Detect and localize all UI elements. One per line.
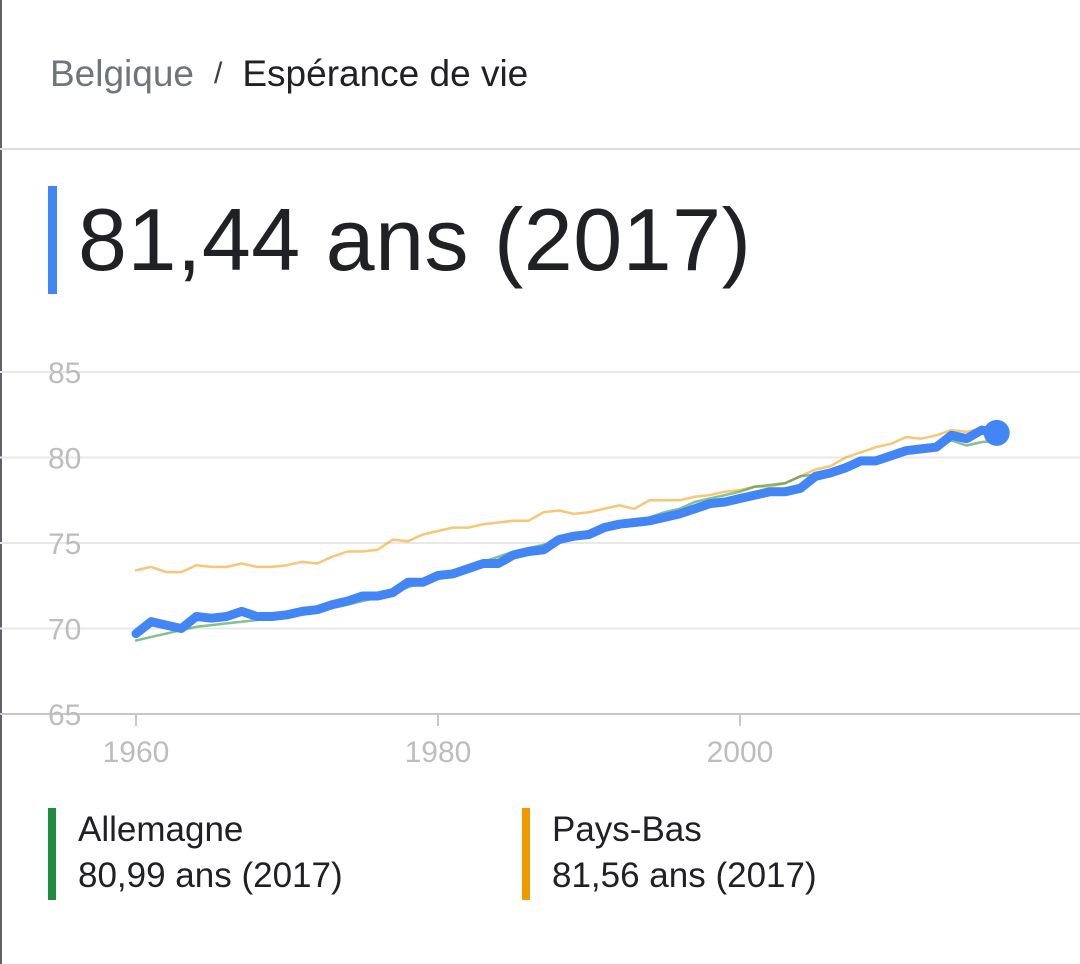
series-line-belgique (131, 425, 1002, 639)
y-tick-label-65: 65 (48, 699, 81, 732)
series-endpoint-belgique[interactable] (983, 419, 1010, 446)
y-tick-label-75: 75 (48, 528, 81, 561)
x-tick-label-2000: 2000 (707, 736, 774, 769)
y-tick-label-70: 70 (48, 614, 81, 647)
y-axis-ticks: 65 70 75 80 85 (48, 357, 81, 732)
breadcrumb: Belgique / Espérance de vie (50, 52, 528, 96)
legend-swatch-pays-bas (522, 808, 530, 900)
header-divider (0, 148, 1080, 150)
headline-value: 81,44 ans (2017) (78, 190, 752, 289)
headline-accent-bar (48, 186, 57, 294)
legend-value-pays-bas: 81,56 ans (2017) (552, 856, 817, 895)
legend-swatch-allemagne (48, 808, 56, 900)
x-tick-label-1980: 1980 (405, 736, 472, 769)
legend-value-allemagne: 80,99 ans (2017) (78, 856, 343, 895)
left-frame-edge (0, 0, 2, 964)
series-lines (131, 419, 1010, 642)
x-tick-label-1960: 1960 (103, 736, 170, 769)
legend-name-pays-bas: Pays-Bas (552, 810, 702, 849)
breadcrumb-indicator: Espérance de vie (242, 53, 529, 94)
y-tick-label-85: 85 (48, 357, 81, 390)
life-expectancy-chart[interactable]: 65 70 75 80 85 1960 1980 2000 (0, 340, 1080, 780)
breadcrumb-country[interactable]: Belgique (50, 53, 195, 94)
x-axis-ticks: 1960 1980 2000 (103, 714, 774, 769)
grid-lines (0, 371, 1080, 715)
series-line-pays-bas (134, 427, 998, 574)
breadcrumb-separator: / (214, 57, 223, 90)
y-tick-label-80: 80 (48, 443, 81, 476)
legend-name-allemagne: Allemagne (78, 810, 244, 849)
